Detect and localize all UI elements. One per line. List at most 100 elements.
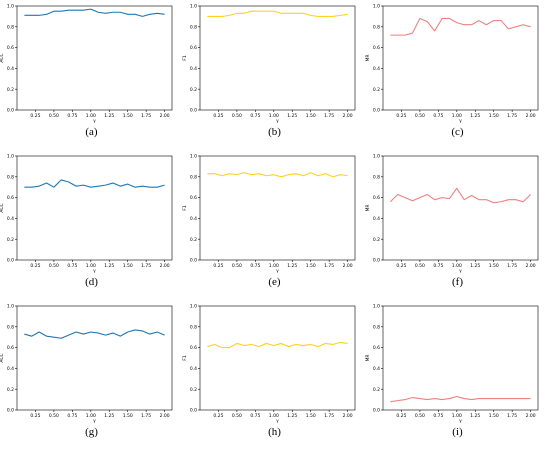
chart-panel: 0.0 0.2 0.4 0.6 0.8 1.0 0.25 0.50 0.75 1.00 1.25 1.… (0, 150, 183, 300)
x-tick-label: 1.25 (470, 413, 480, 419)
x-tick-label: 2.00 (526, 113, 536, 119)
y-tick-label: 0.0 (190, 258, 197, 264)
y-tick-label: 0.0 (7, 408, 14, 414)
y-tick-label: 0.2 (373, 87, 380, 93)
y-tick-label: 0.6 (190, 345, 197, 351)
x-tick-label: 0.25 (30, 413, 40, 419)
y-tick-label: 0.6 (190, 45, 197, 51)
x-tick-label: 0.75 (67, 413, 77, 419)
chart-svg: 0.0 0.2 0.4 0.6 0.8 1.0 0.25 0.50 0.75 1.00 1.25 1.… (0, 304, 173, 424)
axes-frame (382, 305, 539, 411)
x-axis-label: γ (93, 419, 96, 424)
x-axis-label: γ (276, 419, 279, 424)
x-tick-label: 0.75 (250, 413, 260, 419)
y-axis-label: ACC (0, 53, 5, 62)
y-tick-label: 0.2 (7, 237, 14, 243)
x-tick-label: 1.50 (489, 113, 499, 119)
chart-panel: 0.0 0.2 0.4 0.6 0.8 1.0 0.25 0.50 0.75 1.00 1.25 1.… (0, 0, 183, 150)
subfigure-caption: (f) (452, 276, 463, 288)
x-tick-label: 1.25 (287, 413, 297, 419)
x-tick-label: 0.50 (415, 413, 425, 419)
subfigure-caption: (c) (451, 126, 464, 138)
axes-frame (199, 5, 356, 111)
series-line (207, 10, 348, 17)
x-tick-label: 0.50 (49, 413, 59, 419)
x-tick-label: 1.75 (141, 113, 151, 119)
x-tick-label: 1.75 (324, 263, 334, 269)
y-tick-label: 0.2 (373, 387, 380, 393)
y-axis-label: MR (365, 54, 371, 61)
y-tick-label: 0.4 (373, 216, 380, 222)
x-tick-label: 2.00 (160, 413, 170, 419)
y-tick-label: 0.6 (190, 195, 197, 201)
y-tick-label: 0.4 (190, 216, 197, 222)
x-tick-label: 0.25 (213, 413, 223, 419)
y-tick-label: 1.0 (7, 4, 14, 10)
x-tick-label: 1.00 (86, 113, 96, 119)
chart-panel: 0.0 0.2 0.4 0.6 0.8 1.0 0.25 0.50 0.75 1.00 1.25 1.… (0, 300, 183, 450)
y-tick-label: 0.0 (373, 408, 380, 414)
x-tick-label: 0.25 (213, 113, 223, 119)
series-line (207, 341, 348, 349)
x-tick-label: 0.75 (433, 263, 443, 269)
y-axis-label: MR (365, 204, 371, 211)
y-tick-label: 0.8 (373, 174, 380, 180)
y-tick-label: 1.0 (190, 304, 197, 310)
x-tick-label: 0.50 (415, 263, 425, 269)
x-tick-label: 2.00 (526, 413, 536, 419)
y-tick-label: 0.4 (190, 366, 197, 372)
x-tick-label: 1.75 (507, 113, 517, 119)
x-tick-label: 1.25 (104, 413, 114, 419)
x-tick-label: 1.25 (287, 113, 297, 119)
axes-frame (16, 5, 173, 111)
y-tick-label: 1.0 (190, 154, 197, 160)
y-tick-label: 0.4 (7, 216, 14, 222)
series-line (389, 187, 532, 204)
x-tick-label: 1.00 (86, 413, 96, 419)
x-tick-label: 1.75 (324, 113, 334, 119)
x-tick-label: 1.25 (287, 263, 297, 269)
x-tick-label: 1.00 (269, 413, 279, 419)
y-tick-label: 0.0 (190, 408, 197, 414)
x-tick-label: 1.50 (306, 113, 316, 119)
x-tick-label: 1.00 (452, 413, 462, 419)
x-tick-label: 1.00 (269, 113, 279, 119)
y-tick-label: 0.0 (7, 108, 14, 114)
y-tick-label: 0.6 (373, 345, 380, 351)
x-tick-label: 1.75 (141, 263, 151, 269)
y-axis-label: MR (365, 354, 371, 361)
x-tick-label: 1.00 (86, 263, 96, 269)
x-tick-label: 0.75 (67, 113, 77, 119)
subfigure-caption: (i) (452, 426, 463, 438)
series-line (24, 179, 165, 188)
x-axis-label: γ (276, 119, 279, 124)
axes-frame (16, 155, 173, 261)
subfigure-caption: (h) (268, 426, 281, 438)
y-axis-label: ACC (0, 203, 5, 212)
x-tick-label: 1.50 (123, 413, 133, 419)
x-axis-label: γ (459, 119, 462, 124)
y-tick-label: 0.8 (190, 324, 197, 330)
x-tick-label: 2.00 (343, 263, 353, 269)
x-tick-label: 1.50 (489, 413, 499, 419)
y-tick-label: 0.8 (7, 324, 14, 330)
x-tick-label: 0.75 (433, 413, 443, 419)
x-tick-label: 2.00 (526, 263, 536, 269)
axes-frame (199, 155, 356, 261)
x-tick-label: 2.00 (160, 113, 170, 119)
chart-svg: 0.0 0.2 0.4 0.6 0.8 1.0 0.25 0.50 0.75 1.00 1.25 1.… (365, 4, 539, 124)
axes-frame (382, 155, 539, 261)
y-tick-label: 0.4 (190, 66, 197, 72)
y-tick-label: 1.0 (373, 304, 380, 310)
y-tick-label: 0.2 (373, 237, 380, 243)
y-tick-label: 0.6 (7, 345, 14, 351)
chart-svg: 0.0 0.2 0.4 0.6 0.8 1.0 0.25 0.50 0.75 1.00 1.25 1.… (365, 154, 539, 274)
subfigure-caption: (d) (85, 276, 98, 288)
x-tick-label: 1.50 (123, 263, 133, 269)
x-tick-label: 1.50 (306, 413, 316, 419)
chart-panel: 0.0 0.2 0.4 0.6 0.8 1.0 0.25 0.50 0.75 1.00 1.25 1.… (365, 150, 549, 300)
x-tick-label: 0.75 (250, 113, 260, 119)
series-line (207, 172, 348, 178)
x-tick-label: 0.25 (396, 263, 406, 269)
